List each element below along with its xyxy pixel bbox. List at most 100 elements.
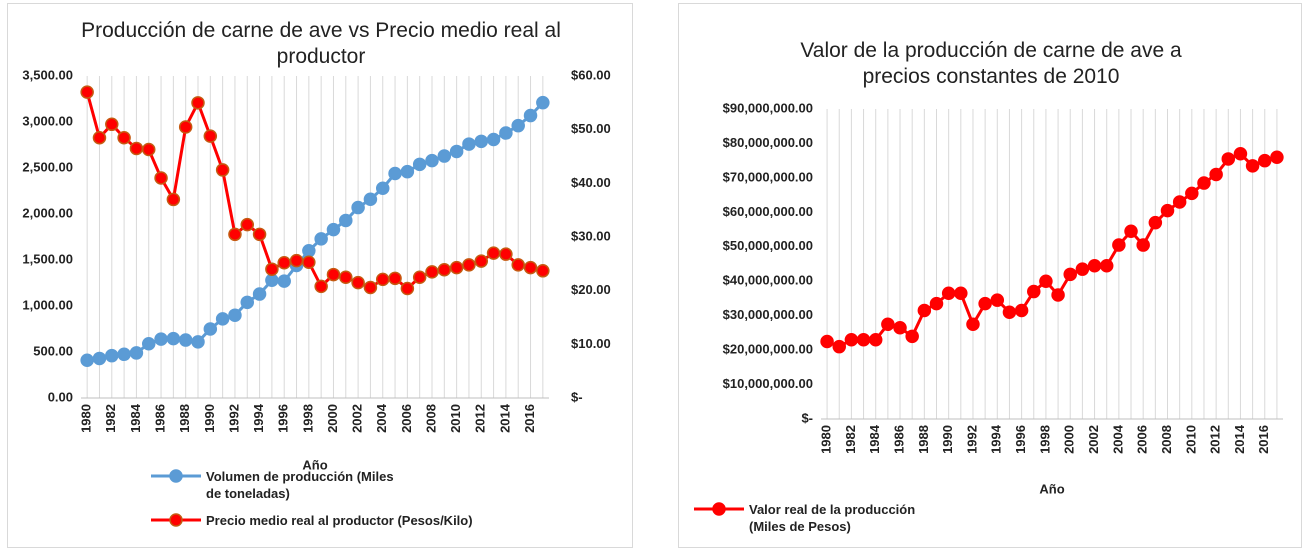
point [252,227,267,242]
x-tick-label: 1996 [1013,425,1028,454]
y-tick-label: $10,000,000.00 [723,376,813,391]
point [954,286,968,301]
x-tick-label: 1988 [177,404,192,433]
point [523,260,538,275]
chart-panel: 1980 1982 1984 1986 1988 1990 1992 1994 1996 1998… [7,3,633,548]
chart-title: Producción de carne de ave vs Precio med… [81,19,561,68]
x-tick-label: 2010 [448,404,463,433]
point [437,149,452,163]
point [1160,203,1175,218]
point [302,255,316,269]
y2-tick-label: $10.00 [571,336,611,351]
point [486,132,501,147]
point [191,335,205,349]
y-tick-label: 1,500.00 [22,251,73,266]
point [412,157,427,172]
x-tick-label: 1996 [276,404,291,433]
x-tick-label: 1980 [79,404,94,433]
point [215,312,230,326]
y-tick-label: 3,000.00 [22,113,73,128]
point [277,274,291,288]
point [868,333,883,347]
point [1221,152,1236,166]
x-tick-label: 1994 [989,424,1004,454]
point [1148,215,1163,230]
y-tick-label: $50,000,000.00 [723,238,813,253]
point [844,333,859,347]
point [240,217,255,232]
x-tick-label: 1998 [1037,425,1052,454]
point [474,134,489,149]
point [499,126,513,140]
y2-tick-label: $60.00 [571,67,611,82]
x-tick-label: 1994 [251,403,266,433]
point [425,265,439,279]
point [990,293,1005,307]
point [449,260,464,275]
x-tick-label: 2016 [522,404,537,433]
legend-label: Valor real de la producción (Miles de Pe… [749,502,916,534]
point [1172,195,1187,209]
x-tick-label: 2012 [473,404,488,433]
point [314,232,328,246]
y2-tick-label: $30.00 [571,228,611,243]
point [105,117,119,132]
point [166,192,181,207]
point [154,171,168,185]
point [474,254,489,268]
y-tick-label: $40,000,000.00 [723,273,813,288]
y2-tick-label: $50.00 [571,121,611,136]
point [832,339,846,354]
point [511,118,525,133]
point [1258,153,1272,168]
y-tick-label: 1,000.00 [22,297,73,312]
point [893,320,907,335]
x-tick-label: 1984 [867,424,882,454]
point [375,181,390,195]
y-tick-label: $30,000,000.00 [723,307,813,322]
chart-panel: 1980 1982 1984 1986 1988 1990 1992 1994 1996 1998… [678,3,1302,548]
point [178,120,193,134]
point [80,353,94,368]
point [966,317,980,332]
y2-tick-label: $- [571,389,583,404]
point [375,272,390,287]
point [1002,305,1017,319]
point [400,164,415,179]
x-tick-label: 1982 [103,404,118,433]
point [265,262,279,276]
y-tick-label: 0.00 [48,389,73,404]
point [1185,186,1199,201]
x-tick-label: 2002 [1086,425,1101,454]
point [523,108,538,123]
point [191,96,205,110]
point [80,85,94,99]
point [1233,147,1248,161]
point [499,247,513,261]
y-tick-label: 3,500.00 [22,67,73,82]
x-tick-label: 1980 [819,425,834,454]
point [302,244,316,258]
y-tick-label: $20,000,000.00 [723,342,813,357]
point [978,296,992,311]
point [941,286,956,301]
y-tick-label: $- [801,410,813,425]
point [856,333,871,347]
x-tick-label: 2004 [374,403,389,433]
point [1197,176,1211,190]
point [117,130,131,145]
point [314,279,328,294]
x-tick-label: 2012 [1208,425,1223,454]
point [141,336,156,351]
point [388,271,402,286]
x-tick-label: 1982 [843,425,858,454]
point [486,246,501,260]
point [351,200,365,215]
point [1014,303,1029,318]
y2-tick-label: $40.00 [571,175,611,190]
point [1209,167,1223,182]
x-tick-label: 2000 [1062,425,1077,454]
point [92,130,107,145]
point [1245,159,1260,173]
point [1075,262,1090,276]
